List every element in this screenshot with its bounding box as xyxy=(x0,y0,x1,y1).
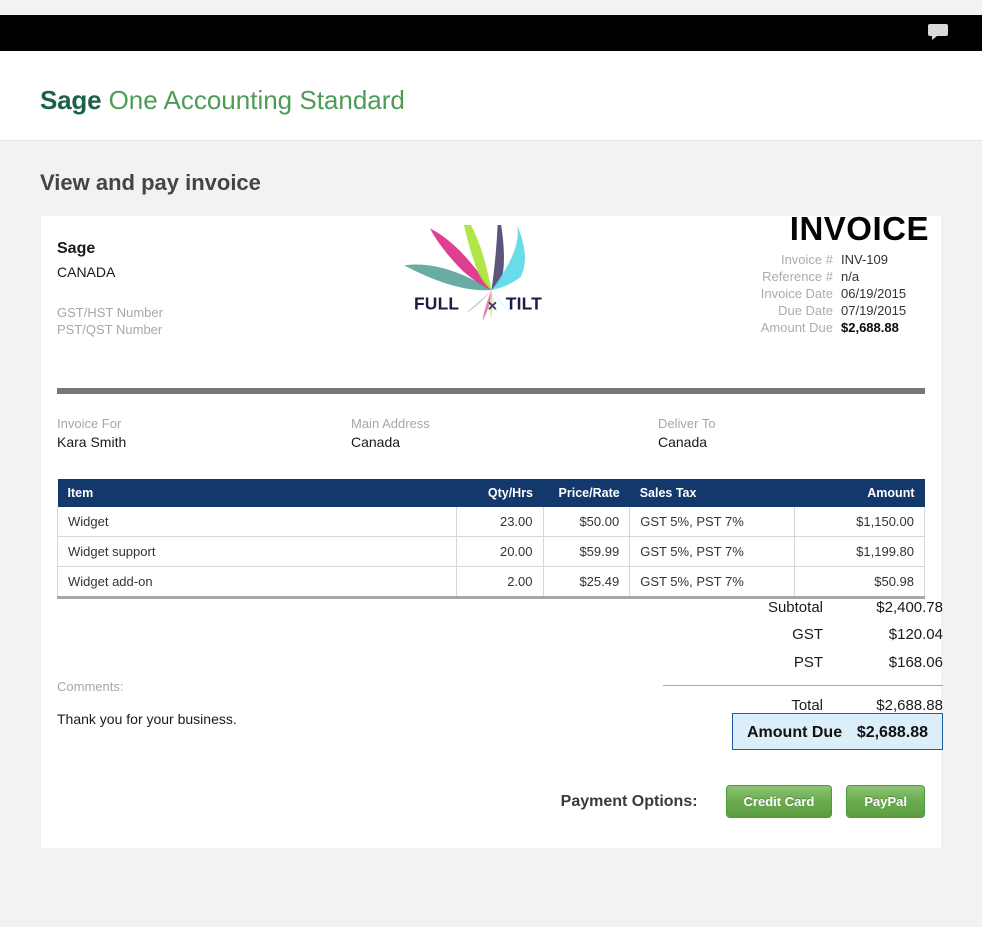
svg-text:TILT: TILT xyxy=(506,293,542,313)
svg-text:FULL: FULL xyxy=(414,293,459,313)
svg-text:✕: ✕ xyxy=(487,299,498,314)
